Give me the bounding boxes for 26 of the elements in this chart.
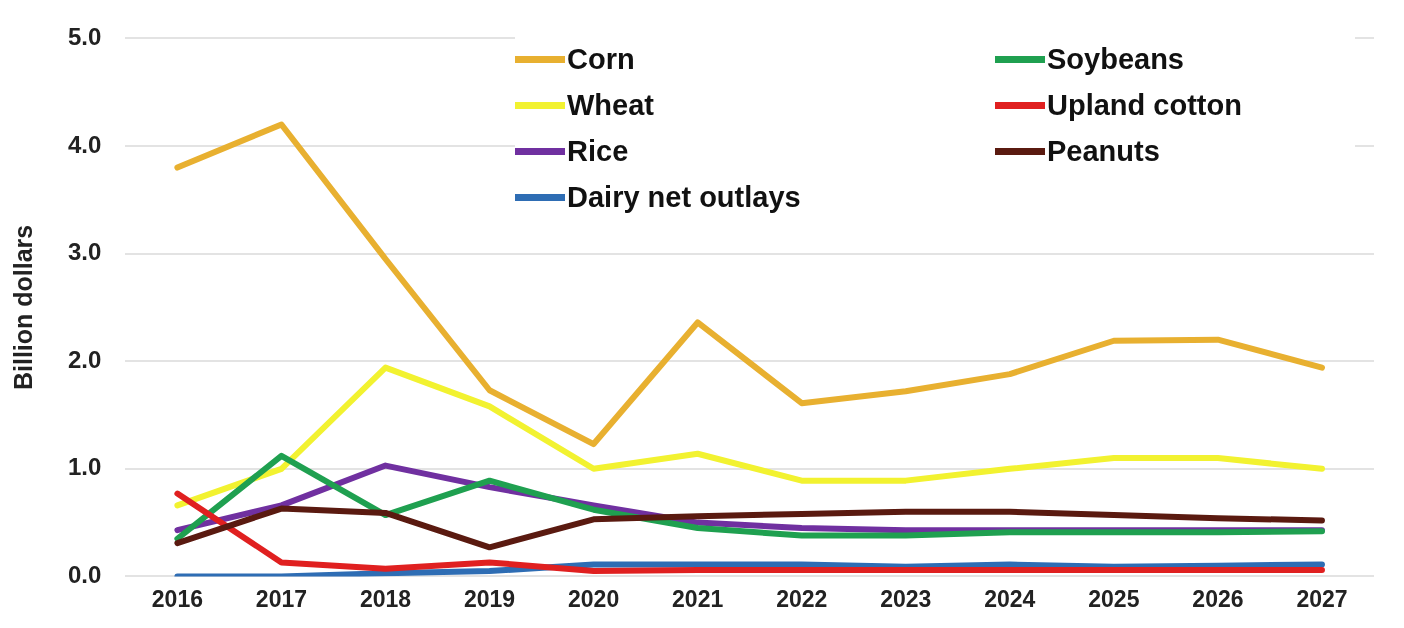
x-tick-label: 2016 bbox=[151, 585, 203, 612]
y-tick-label: 0.0 bbox=[67, 561, 102, 589]
x-tick-label: 2021 bbox=[672, 585, 724, 612]
x-tick-label: 2018 bbox=[359, 585, 412, 612]
y-axis-title: Billion dollars bbox=[8, 224, 37, 391]
y-tick-label: 1.0 bbox=[67, 453, 102, 481]
legend-label: Dairy net outlays bbox=[567, 180, 801, 214]
x-tick-label: 2026 bbox=[1192, 585, 1244, 612]
legend-label: Upland cotton bbox=[1047, 88, 1242, 122]
x-tick-label: 2019 bbox=[463, 585, 516, 612]
y-tick-label: 5.0 bbox=[67, 23, 102, 51]
x-tick-label: 2022 bbox=[776, 585, 828, 612]
x-tick-label: 2024 bbox=[984, 585, 1036, 612]
y-tick-label: 2.0 bbox=[67, 345, 102, 373]
legend-label: Rice bbox=[567, 134, 629, 168]
legend-label: Wheat bbox=[567, 88, 654, 122]
x-tick-label: 2020 bbox=[568, 585, 620, 612]
x-tick-label: 2025 bbox=[1088, 585, 1140, 612]
x-tick-label: 2027 bbox=[1296, 585, 1348, 612]
legend-label: Soybeans bbox=[1047, 42, 1184, 76]
legend-label: Corn bbox=[567, 42, 635, 76]
y-tick-label: 4.0 bbox=[67, 130, 102, 158]
x-tick-label: 2017 bbox=[255, 585, 308, 612]
x-tick-label: 2023 bbox=[880, 585, 932, 612]
y-tick-label: 3.0 bbox=[67, 238, 102, 266]
legend-label: Peanuts bbox=[1047, 134, 1160, 168]
